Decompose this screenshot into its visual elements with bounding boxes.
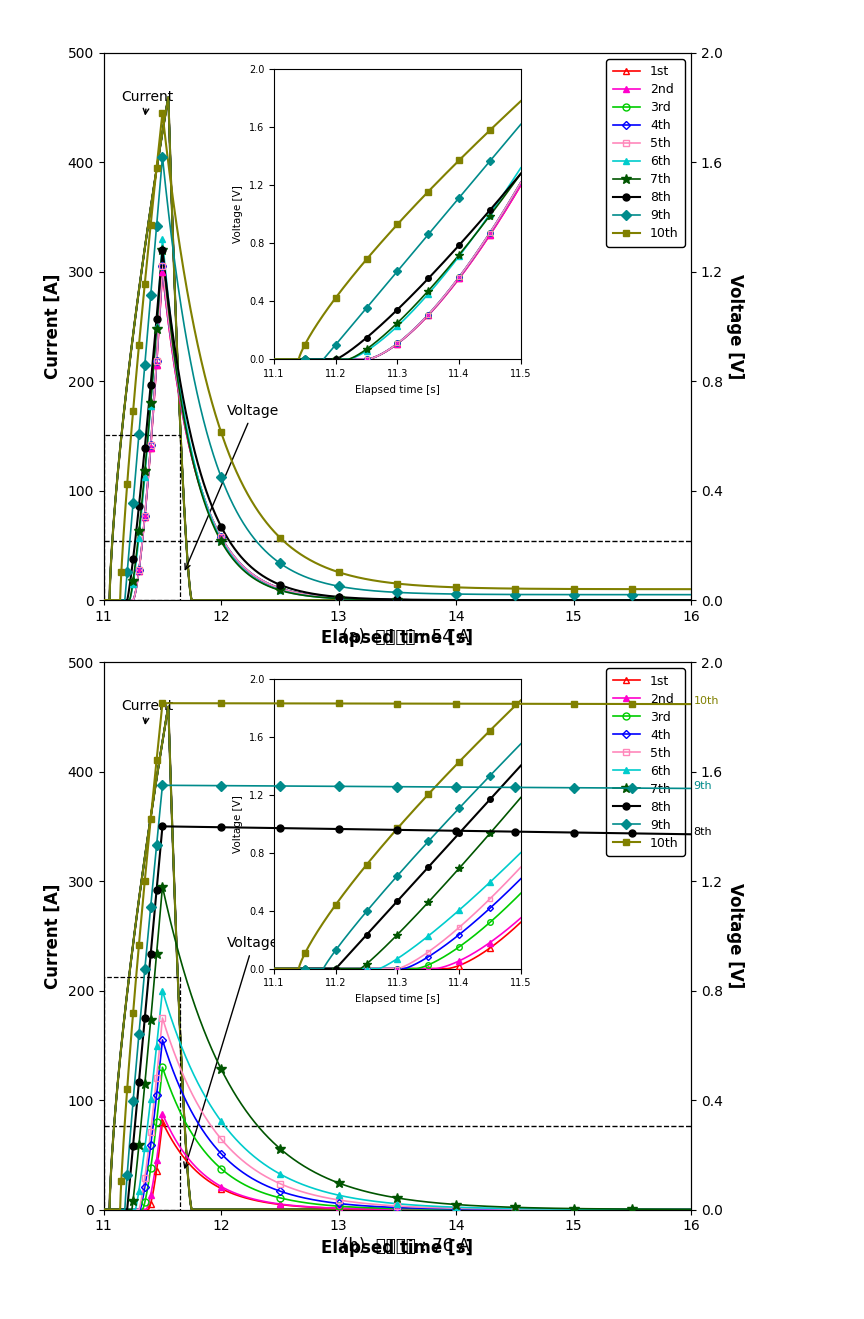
Text: Current: Current <box>121 90 174 115</box>
Text: Voltage: Voltage <box>184 936 279 1167</box>
Text: Voltage: Voltage <box>185 404 279 570</box>
X-axis label: Elapsed time [s]: Elapsed time [s] <box>321 1239 473 1257</box>
Y-axis label: Current [A]: Current [A] <box>44 884 62 988</box>
Bar <box>104 976 180 1210</box>
Bar <box>104 435 180 600</box>
Y-axis label: Voltage [V]: Voltage [V] <box>726 274 744 379</box>
Text: 9th: 9th <box>694 781 712 790</box>
X-axis label: Elapsed time [s]: Elapsed time [s] <box>321 629 473 648</box>
Legend: 1st, 2nd, 3rd, 4th, 5th, 6th, 7th, 8th, 9th, 10th: 1st, 2nd, 3rd, 4th, 5th, 6th, 7th, 8th, … <box>607 59 685 247</box>
Text: 10th: 10th <box>694 696 719 707</box>
Text: (b)  운전전류 : 76 A: (b) 운전전류 : 76 A <box>342 1237 470 1256</box>
Text: Current: Current <box>121 699 174 724</box>
Legend: 1st, 2nd, 3rd, 4th, 5th, 6th, 7th, 8th, 9th, 10th: 1st, 2nd, 3rd, 4th, 5th, 6th, 7th, 8th, … <box>607 669 685 856</box>
Y-axis label: Current [A]: Current [A] <box>44 274 62 379</box>
Text: 8th: 8th <box>694 827 712 836</box>
Text: (a)  운전전류 : 54 A: (a) 운전전류 : 54 A <box>342 628 470 646</box>
Y-axis label: Voltage [V]: Voltage [V] <box>726 884 744 988</box>
